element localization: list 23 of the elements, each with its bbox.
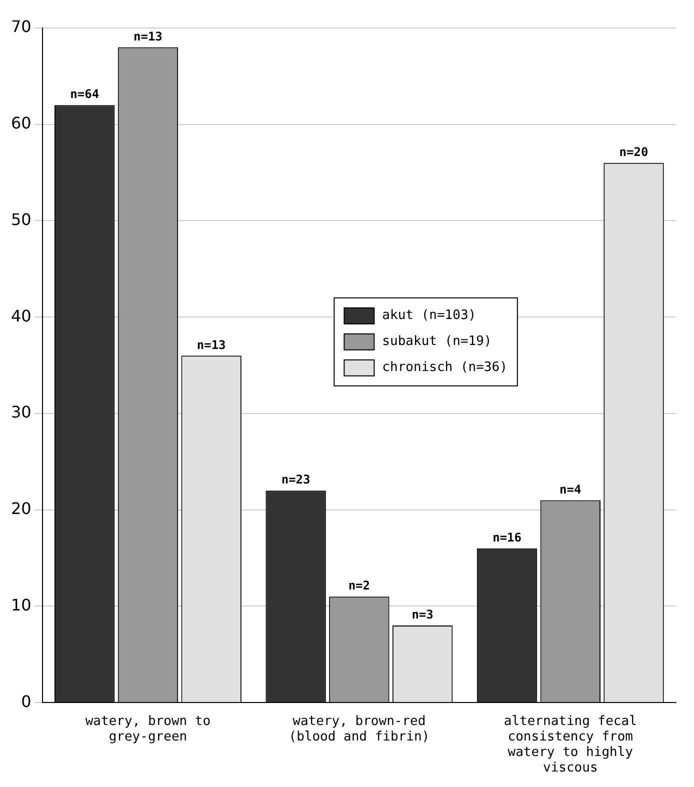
y-tick-label: 10	[11, 595, 32, 614]
y-tick-label: 40	[11, 306, 32, 326]
y-tick-label: 70	[11, 17, 32, 36]
x-tick-label: watery, brown-red (blood and fibrin)	[288, 714, 430, 744]
legend-label: chronisch (n=36)	[382, 360, 508, 376]
y-tick-label: 50	[11, 210, 32, 229]
annotation: n=20	[619, 145, 648, 160]
annotation: n=13	[134, 29, 162, 44]
annotation: n=64	[70, 87, 100, 102]
y-tick-label: 60	[11, 114, 32, 133]
y-tick-label: 0	[21, 692, 32, 711]
annotation: n=4	[560, 482, 582, 496]
x-tick-label: alternating fecal consistency from watery to highly viscous	[504, 714, 637, 776]
annotation: n=2	[348, 578, 370, 593]
legend-label: akut (n=103)	[382, 308, 476, 324]
annotation: n=3	[412, 608, 434, 622]
y-tick-label: 20	[11, 499, 32, 518]
annotation: n=16	[492, 530, 522, 545]
y-tick-label: 30	[11, 402, 32, 422]
x-tick-label: watery, brown to grey-green	[85, 714, 211, 744]
legend-label: subakut (n=19)	[382, 334, 492, 350]
annotation: n=13	[196, 338, 226, 352]
annotation: n=23	[281, 472, 310, 487]
